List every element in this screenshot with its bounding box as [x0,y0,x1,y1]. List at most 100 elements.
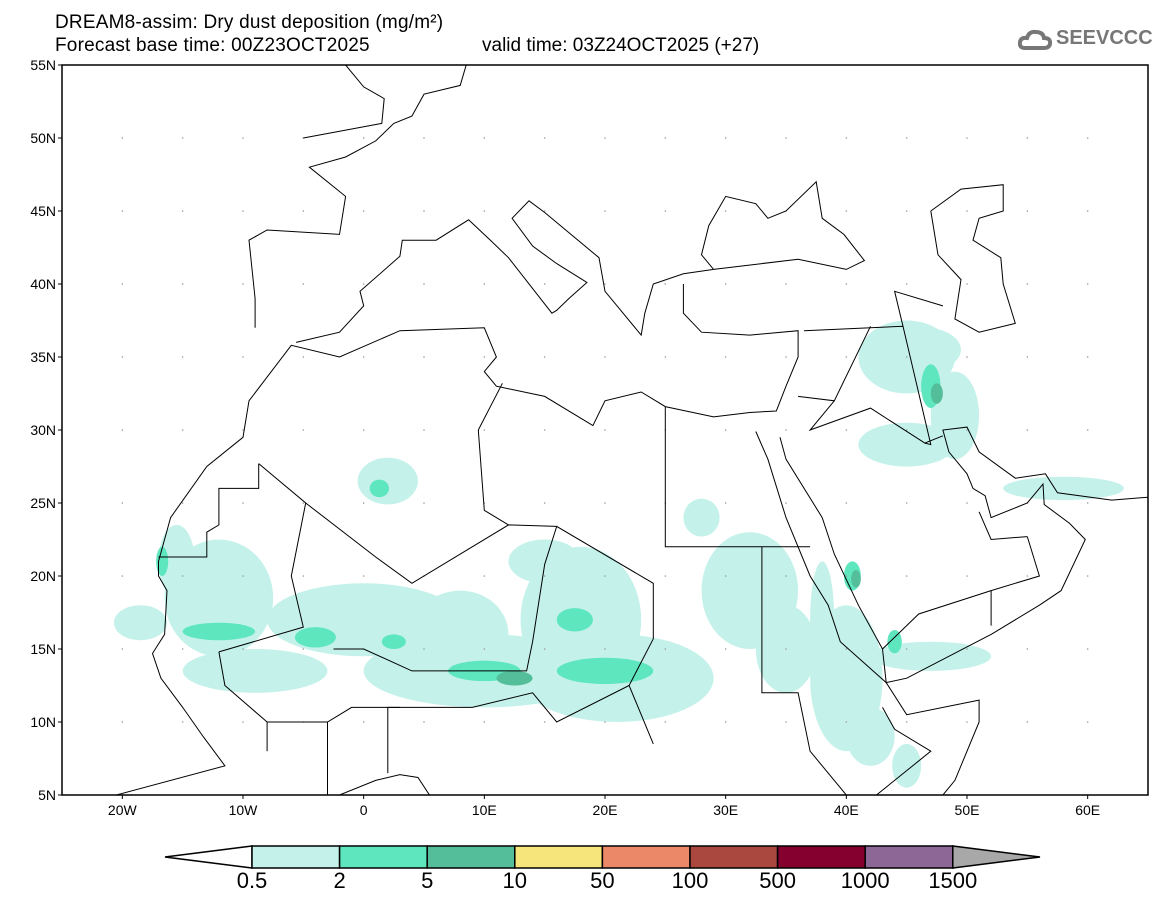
boundary-line [761,546,932,795]
grid-dot [966,137,968,139]
dust-patch-level-2 [556,608,593,632]
grid-dot [242,429,244,431]
dust-patch-level-3 [930,383,943,404]
logo-text: SEEVCCC [1056,27,1153,49]
lat-label: 5N [38,787,56,803]
grid-dot [242,210,244,212]
grid-dot [423,356,425,358]
grid-dot [905,283,908,285]
grid-dot [604,210,606,212]
colorbar-label: 0.5 [236,868,268,893]
grid-dot [302,210,305,212]
grid-dot [302,502,305,504]
colorbar-swatch [864,845,954,869]
dust-patch-level-1 [846,707,895,766]
dust-patch-level-1 [858,422,955,467]
grid-dot [724,429,727,431]
lat-label: 55N [30,57,56,73]
grid-dot [845,575,848,577]
coastlines-borders [114,65,1148,795]
grid-dot [543,575,546,577]
dust-patch-level-1 [810,561,835,679]
grid-dot [121,575,124,577]
colorbar-swatch [689,845,779,869]
grid-dot [423,721,425,723]
boundary-line [978,511,1028,541]
grid-dot [785,137,787,139]
grid-dot [1026,356,1029,358]
dust-patch-level-1 [1003,476,1124,501]
grid-dot [181,721,184,723]
grid-dot [483,575,486,577]
dust-patch-level-2 [556,657,654,685]
grid-dot [845,283,848,285]
grid-dot [302,575,305,577]
grid-dot [543,429,546,431]
grid-dot [664,283,667,285]
grid-dot [905,721,908,723]
lat-label: 20N [30,568,56,584]
grid-dot [423,283,425,285]
dust-patch-level-3 [496,670,533,686]
dust-patch-level-1 [182,649,328,693]
dust-patch-level-1 [888,327,961,372]
grid-dot [483,210,486,212]
grid-dot [1086,502,1089,504]
grid-dot [423,648,425,650]
colorbar-label: 50 [590,868,615,893]
boundary-line [477,429,509,526]
grid-dot [724,283,727,285]
grid-dot [242,648,244,650]
grid-dot [905,210,908,212]
grid-dot [785,721,787,723]
grid-dot [483,721,486,723]
grid-dot [845,356,848,358]
colorbar-swatch [514,845,604,869]
grid-dot [604,648,606,650]
colorbar [164,845,1041,869]
grid-dot [362,721,365,723]
grid-dot [905,137,908,139]
grid-dot [423,502,425,504]
grid-dot [664,575,667,577]
grid-dot [302,648,305,650]
grid-dot [1086,429,1089,431]
grid-dot [1026,210,1029,212]
grid-dot [966,356,968,358]
grid-dot [181,356,184,358]
grid-dot [1026,283,1029,285]
lon-label: 60E [1075,802,1100,818]
grid-dot [785,575,787,577]
boundary-line [990,536,1041,626]
colorbar-swatch [426,845,516,869]
grid-dot [1026,575,1029,577]
grid-dot [664,137,667,139]
map-title: DREAM8-assim: Dry dust deposition (mg/m²… [55,12,444,33]
boundary-line [335,774,431,795]
boundary-line [755,431,980,795]
grid-dot [121,429,124,431]
boundary-line [158,463,260,558]
dust-patch-level-2 [294,627,336,648]
grid-dot [724,356,727,358]
grid-dot [664,648,667,650]
boundary-line [808,400,944,444]
boundary-line [779,426,1148,684]
grid-dot [483,356,486,358]
grid-dot [483,429,486,431]
grid-dot [543,721,546,723]
grid-dot [543,502,546,504]
boundary-line [114,284,799,795]
lat-label: 45N [30,203,56,219]
lat-label: 35N [30,349,56,365]
grid-dot [121,648,124,650]
grid-dot [1026,137,1029,139]
boundary-line [333,526,558,672]
grid-dot [362,429,365,431]
grid-dot [242,575,244,577]
grid-dot [905,648,908,650]
colorbar-label: 100 [671,868,709,893]
grid-dot [543,356,546,358]
grid-dot [181,502,184,504]
